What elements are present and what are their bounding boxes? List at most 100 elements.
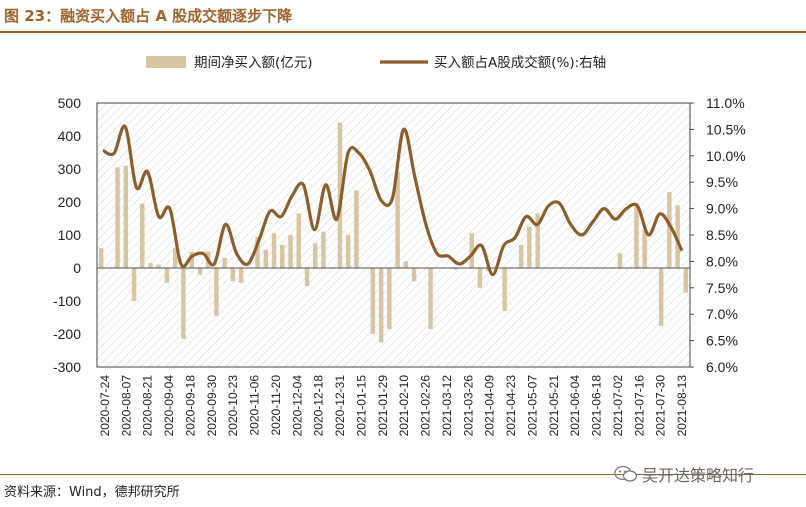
- source-note: 资料来源：Wind，德邦研究所: [4, 485, 180, 500]
- bar: [280, 244, 285, 268]
- x-axis-tick-label: 2020-12-04: [290, 375, 304, 437]
- bar: [502, 268, 507, 311]
- left-axis-ticks: 500 400 300 200 100 0 -100 -200 -300: [53, 95, 81, 375]
- bar: [123, 165, 129, 268]
- right-axis-tick-label: 6.5%: [706, 333, 738, 349]
- left-axis-tick-label: 0: [73, 260, 81, 276]
- x-axis-tick-label: 2020-07-24: [98, 375, 112, 437]
- left-axis-tick-label: -100: [53, 293, 81, 309]
- x-axis-tick-label: 2021-05-07: [525, 375, 539, 437]
- bar: [140, 203, 145, 268]
- right-axis-tick-label: 7.0%: [706, 306, 738, 322]
- bar: [378, 268, 384, 343]
- left-axis-tick-label: -200: [53, 326, 81, 342]
- bar: [634, 203, 639, 268]
- bar: [535, 213, 540, 268]
- x-axis-tick-label: 2021-03-12: [440, 375, 454, 437]
- bar: [527, 226, 532, 269]
- bar: [370, 268, 376, 334]
- x-axis-tick-label: 2020-08-07: [119, 375, 133, 437]
- x-axis-tick-label: 2020-12-31: [333, 375, 347, 437]
- bar: [156, 264, 161, 268]
- bar: [642, 230, 647, 268]
- bar: [395, 172, 400, 268]
- x-axis-tick-label: 2021-08-13: [675, 375, 689, 437]
- bar: [304, 268, 310, 287]
- bar: [453, 268, 458, 270]
- left-axis-tick-label: 100: [58, 227, 82, 243]
- right-axis-tick-label: 9.5%: [706, 174, 738, 190]
- bar: [675, 205, 680, 268]
- x-axis-tick-label: 2021-01-15: [354, 375, 368, 437]
- bar: [683, 268, 689, 293]
- bar: [345, 235, 351, 268]
- x-axis-tick-label: 2020-09-18: [184, 375, 198, 437]
- right-axis-tick-label: 8.0%: [706, 253, 738, 269]
- bar: [181, 268, 186, 339]
- left-axis-tick-label: 200: [58, 194, 82, 210]
- bar: [263, 249, 269, 268]
- bar: [617, 253, 623, 268]
- bar: [230, 268, 236, 282]
- wechat-icon: [614, 465, 638, 482]
- bar: [238, 268, 244, 283]
- x-axis-tick-label: 2021-03-26: [461, 375, 475, 437]
- bar-line-chart: 期间净买入额(亿元) 买入额占A股成交额(%):右轴 500 400 300 200 1…: [53, 54, 746, 437]
- bar: [271, 233, 277, 268]
- right-axis-tick-label: 6.0%: [706, 359, 738, 375]
- x-axis-ticks: 2020-07-24 2020-08-07 2020-08-21 2020-09-04…: [98, 375, 689, 437]
- bar: [131, 268, 137, 301]
- bar: [255, 236, 260, 268]
- right-axis-tick-label: 7.5%: [706, 280, 738, 296]
- right-axis-tick-label: 10.5%: [706, 121, 746, 137]
- bar: [222, 258, 227, 268]
- x-axis-tick-label: 2020-11-20: [269, 375, 283, 436]
- x-axis-tick-label: 2021-07-02: [611, 375, 625, 437]
- bar: [313, 243, 318, 269]
- x-axis-tick-label: 2021-07-16: [632, 375, 646, 437]
- bar: [321, 231, 326, 268]
- x-axis-tick-label: 2021-02-10: [397, 375, 411, 437]
- bar: [667, 192, 672, 268]
- bar: [98, 248, 104, 268]
- chart-legend: 期间净买入额(亿元) 买入额占A股成交额(%):右轴: [146, 54, 606, 71]
- bar: [214, 268, 219, 316]
- left-axis-tick-label: -300: [53, 359, 81, 375]
- x-axis-tick-label: 2021-02-26: [419, 375, 433, 437]
- right-axis-tick-label: 9.0%: [706, 201, 738, 217]
- right-axis-tick-label: 8.5%: [706, 227, 738, 243]
- x-axis-tick-label: 2021-05-21: [547, 375, 561, 437]
- left-axis-tick-label: 400: [58, 128, 82, 144]
- title-divider: [0, 31, 806, 33]
- left-axis-tick-label: 300: [58, 161, 82, 177]
- bar: [115, 167, 120, 268]
- x-axis-tick-label: 2020-10-23: [226, 375, 240, 437]
- bar: [173, 248, 178, 268]
- bar: [189, 251, 194, 268]
- x-axis-tick-label: 2021-06-18: [590, 375, 604, 437]
- x-axis-tick-label: 2021-04-09: [483, 375, 497, 437]
- bar: [164, 268, 170, 283]
- watermark: 吴开达策略知行: [614, 462, 754, 486]
- bar: [518, 244, 524, 268]
- bar: [477, 268, 483, 288]
- bar: [658, 268, 664, 326]
- x-axis-tick-label: 2021-07-30: [654, 375, 668, 437]
- x-axis-tick-label: 2021-06-04: [568, 375, 582, 437]
- x-axis-tick-label: 2020-09-30: [205, 375, 219, 437]
- bar: [197, 268, 203, 275]
- bar: [354, 190, 359, 268]
- x-axis-tick-label: 2020-11-06: [248, 375, 262, 436]
- bar: [288, 235, 293, 268]
- legend-line-label: 买入额占A股成交额(%):右轴: [434, 54, 606, 71]
- line-series: [102, 124, 684, 277]
- plot-area: [97, 103, 690, 367]
- bar: [403, 261, 409, 268]
- right-axis-tick-label: 10.0%: [706, 148, 746, 164]
- legend-bar-label: 期间净买入额(亿元): [194, 55, 313, 71]
- bar: [148, 263, 153, 268]
- left-axis-tick-label: 500: [58, 95, 82, 111]
- x-axis-tick-label: 2020-09-04: [162, 375, 176, 437]
- x-axis-tick-label: 2020-08-21: [141, 375, 155, 437]
- legend-bar-swatch: [146, 56, 186, 68]
